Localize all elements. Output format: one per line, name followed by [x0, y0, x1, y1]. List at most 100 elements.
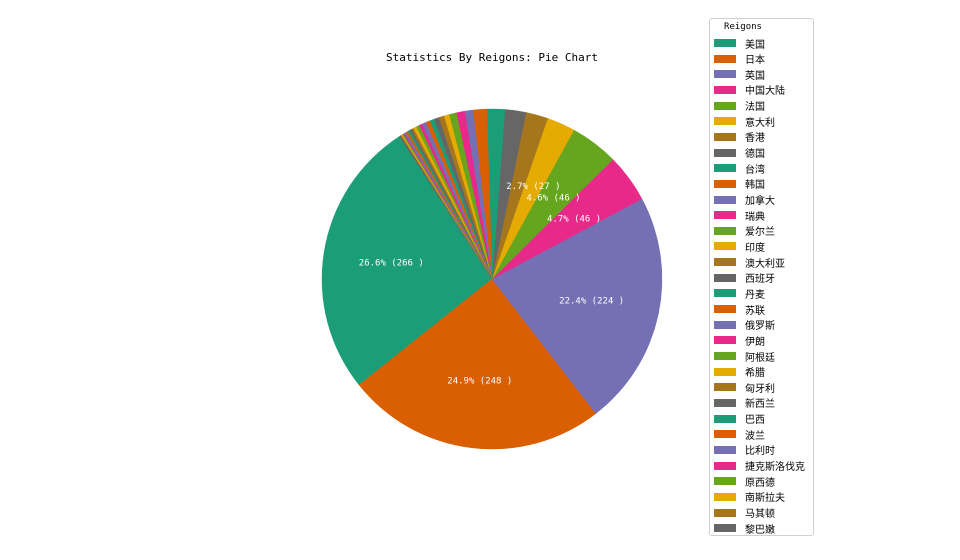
legend-item: 德国	[714, 146, 765, 160]
legend-item: 原西德	[714, 474, 775, 489]
legend-label: 波兰	[745, 430, 765, 442]
legend-label: 巴西	[745, 415, 765, 427]
pie-slice	[491, 198, 663, 414]
legend-item: 波兰	[714, 427, 765, 442]
legend-label: 原西德	[745, 477, 775, 489]
slice-label: 4.7% (46 )	[547, 215, 601, 225]
legend-swatch	[714, 461, 736, 470]
legend-swatch	[714, 211, 736, 220]
legend-swatch	[714, 85, 736, 94]
legend-label: 加拿大	[745, 196, 775, 207]
slice-label: 26.6% (266 )	[359, 259, 424, 269]
legend-item: 丹麦	[714, 286, 765, 301]
legend-label: 中国大陆	[745, 86, 785, 98]
legend-label: 台湾	[745, 164, 765, 176]
legend-item: 香港	[714, 130, 765, 144]
pie-slices	[321, 108, 663, 450]
legend-label: 印度	[745, 242, 765, 254]
legend-swatch	[714, 383, 736, 392]
legend-item: 澳大利亚	[714, 255, 785, 270]
legend-label: 日本	[745, 55, 765, 67]
legend-item: 瑞典	[714, 208, 765, 223]
legend-item: 西班牙	[714, 271, 775, 285]
legend-item: 马其顿	[714, 506, 775, 520]
slice-label: 4.6% (46 )	[526, 194, 580, 204]
legend-swatch	[714, 367, 736, 376]
legend-label: 西班牙	[745, 274, 775, 286]
legend-item: 黎巴嫩	[714, 521, 775, 536]
legend-item: 俄罗斯	[714, 318, 775, 332]
slice-label: 22.4% (224 )	[559, 296, 624, 306]
legend-swatch	[714, 132, 736, 141]
legend-item: 巴西	[714, 412, 765, 426]
legend-item: 匈牙利	[714, 380, 775, 395]
pie-labels: 26.6% (266 ) 24.9% (248 ) 22.4% (224 ) 4.7%…	[359, 182, 624, 386]
legend-swatch	[714, 289, 736, 298]
legend-swatch	[714, 477, 736, 486]
legend-label: 马其顿	[745, 509, 775, 520]
legend-label: 俄罗斯	[745, 321, 775, 333]
legend-swatch	[714, 320, 736, 329]
legend-swatch	[714, 398, 736, 407]
legend-title: Reigons	[724, 22, 762, 32]
legend-swatch	[714, 164, 736, 173]
legend-label: 伊朗	[745, 336, 765, 348]
legend-label: 希腊	[745, 368, 765, 380]
legend-swatch	[714, 445, 736, 454]
pie-slice	[321, 136, 493, 386]
legend-item: 法国	[714, 99, 765, 113]
pie-slice	[358, 278, 597, 450]
legend-label: 瑞典	[745, 211, 765, 223]
legend-label: 韩国	[745, 180, 765, 192]
legend-label: 新西兰	[745, 399, 775, 411]
legend-swatch	[714, 336, 736, 345]
slice-label: 2.7% (27 )	[506, 182, 560, 192]
legend-label: 丹麦	[745, 289, 765, 301]
legend-label: 黎巴嫩	[745, 524, 775, 536]
legend-item: 台湾	[714, 161, 765, 176]
legend-label: 爱尔兰	[745, 227, 775, 239]
legend-item: 加拿大	[714, 193, 775, 207]
legend-swatch	[714, 226, 736, 235]
legend-swatch	[714, 242, 736, 251]
legend-label: 香港	[745, 133, 765, 145]
legend-label: 南斯拉夫	[745, 493, 785, 505]
legend-item: 苏联	[714, 302, 765, 317]
legend-item: 新西兰	[714, 396, 775, 410]
legend-swatch	[714, 195, 736, 204]
legend-label: 德国	[745, 149, 765, 161]
legend-item: 南斯拉夫	[714, 490, 785, 504]
legend-swatch	[714, 273, 736, 282]
legend-swatch	[714, 492, 736, 501]
legend-item: 意大利	[714, 114, 775, 129]
legend-item: 美国	[714, 36, 765, 51]
legend-label: 美国	[745, 39, 765, 51]
legend: Reigons 美国 日本 英国 中国大陆 法国 意大利 香港 德国 台湾 韩国 加拿大 瑞典 爱尔兰印…	[709, 18, 814, 536]
chart-title: Statistics By Reigons: Pie Chart	[386, 51, 598, 64]
legend-item: 阿根廷	[714, 349, 775, 364]
legend-label: 阿根廷	[745, 352, 775, 364]
legend-label: 匈牙利	[745, 383, 775, 395]
legend-label: 苏联	[745, 305, 765, 317]
legend-label: 法国	[745, 102, 765, 114]
legend-swatch	[714, 179, 736, 188]
legend-item: 韩国	[714, 177, 765, 191]
legend-label: 意大利	[745, 117, 775, 129]
legend-swatch	[714, 70, 736, 79]
pie-slice	[399, 135, 493, 280]
legend-item: 捷克斯洛伐克	[714, 459, 805, 473]
legend-item: 印度	[714, 239, 765, 254]
legend-label: 捷克斯洛伐克	[745, 462, 805, 474]
slice-label: 24.9% (248 )	[447, 376, 512, 386]
legend-swatch	[714, 39, 736, 47]
legend-swatch	[714, 148, 736, 157]
legend-swatch	[714, 508, 736, 517]
legend-swatch	[714, 258, 736, 267]
legend-item: 希腊	[714, 365, 765, 379]
legend-item: 爱尔兰	[714, 224, 775, 238]
legend-label: 澳大利亚	[745, 258, 785, 270]
legend-swatch	[714, 305, 736, 314]
legend-swatch	[714, 430, 736, 439]
legend-swatch	[714, 524, 736, 533]
